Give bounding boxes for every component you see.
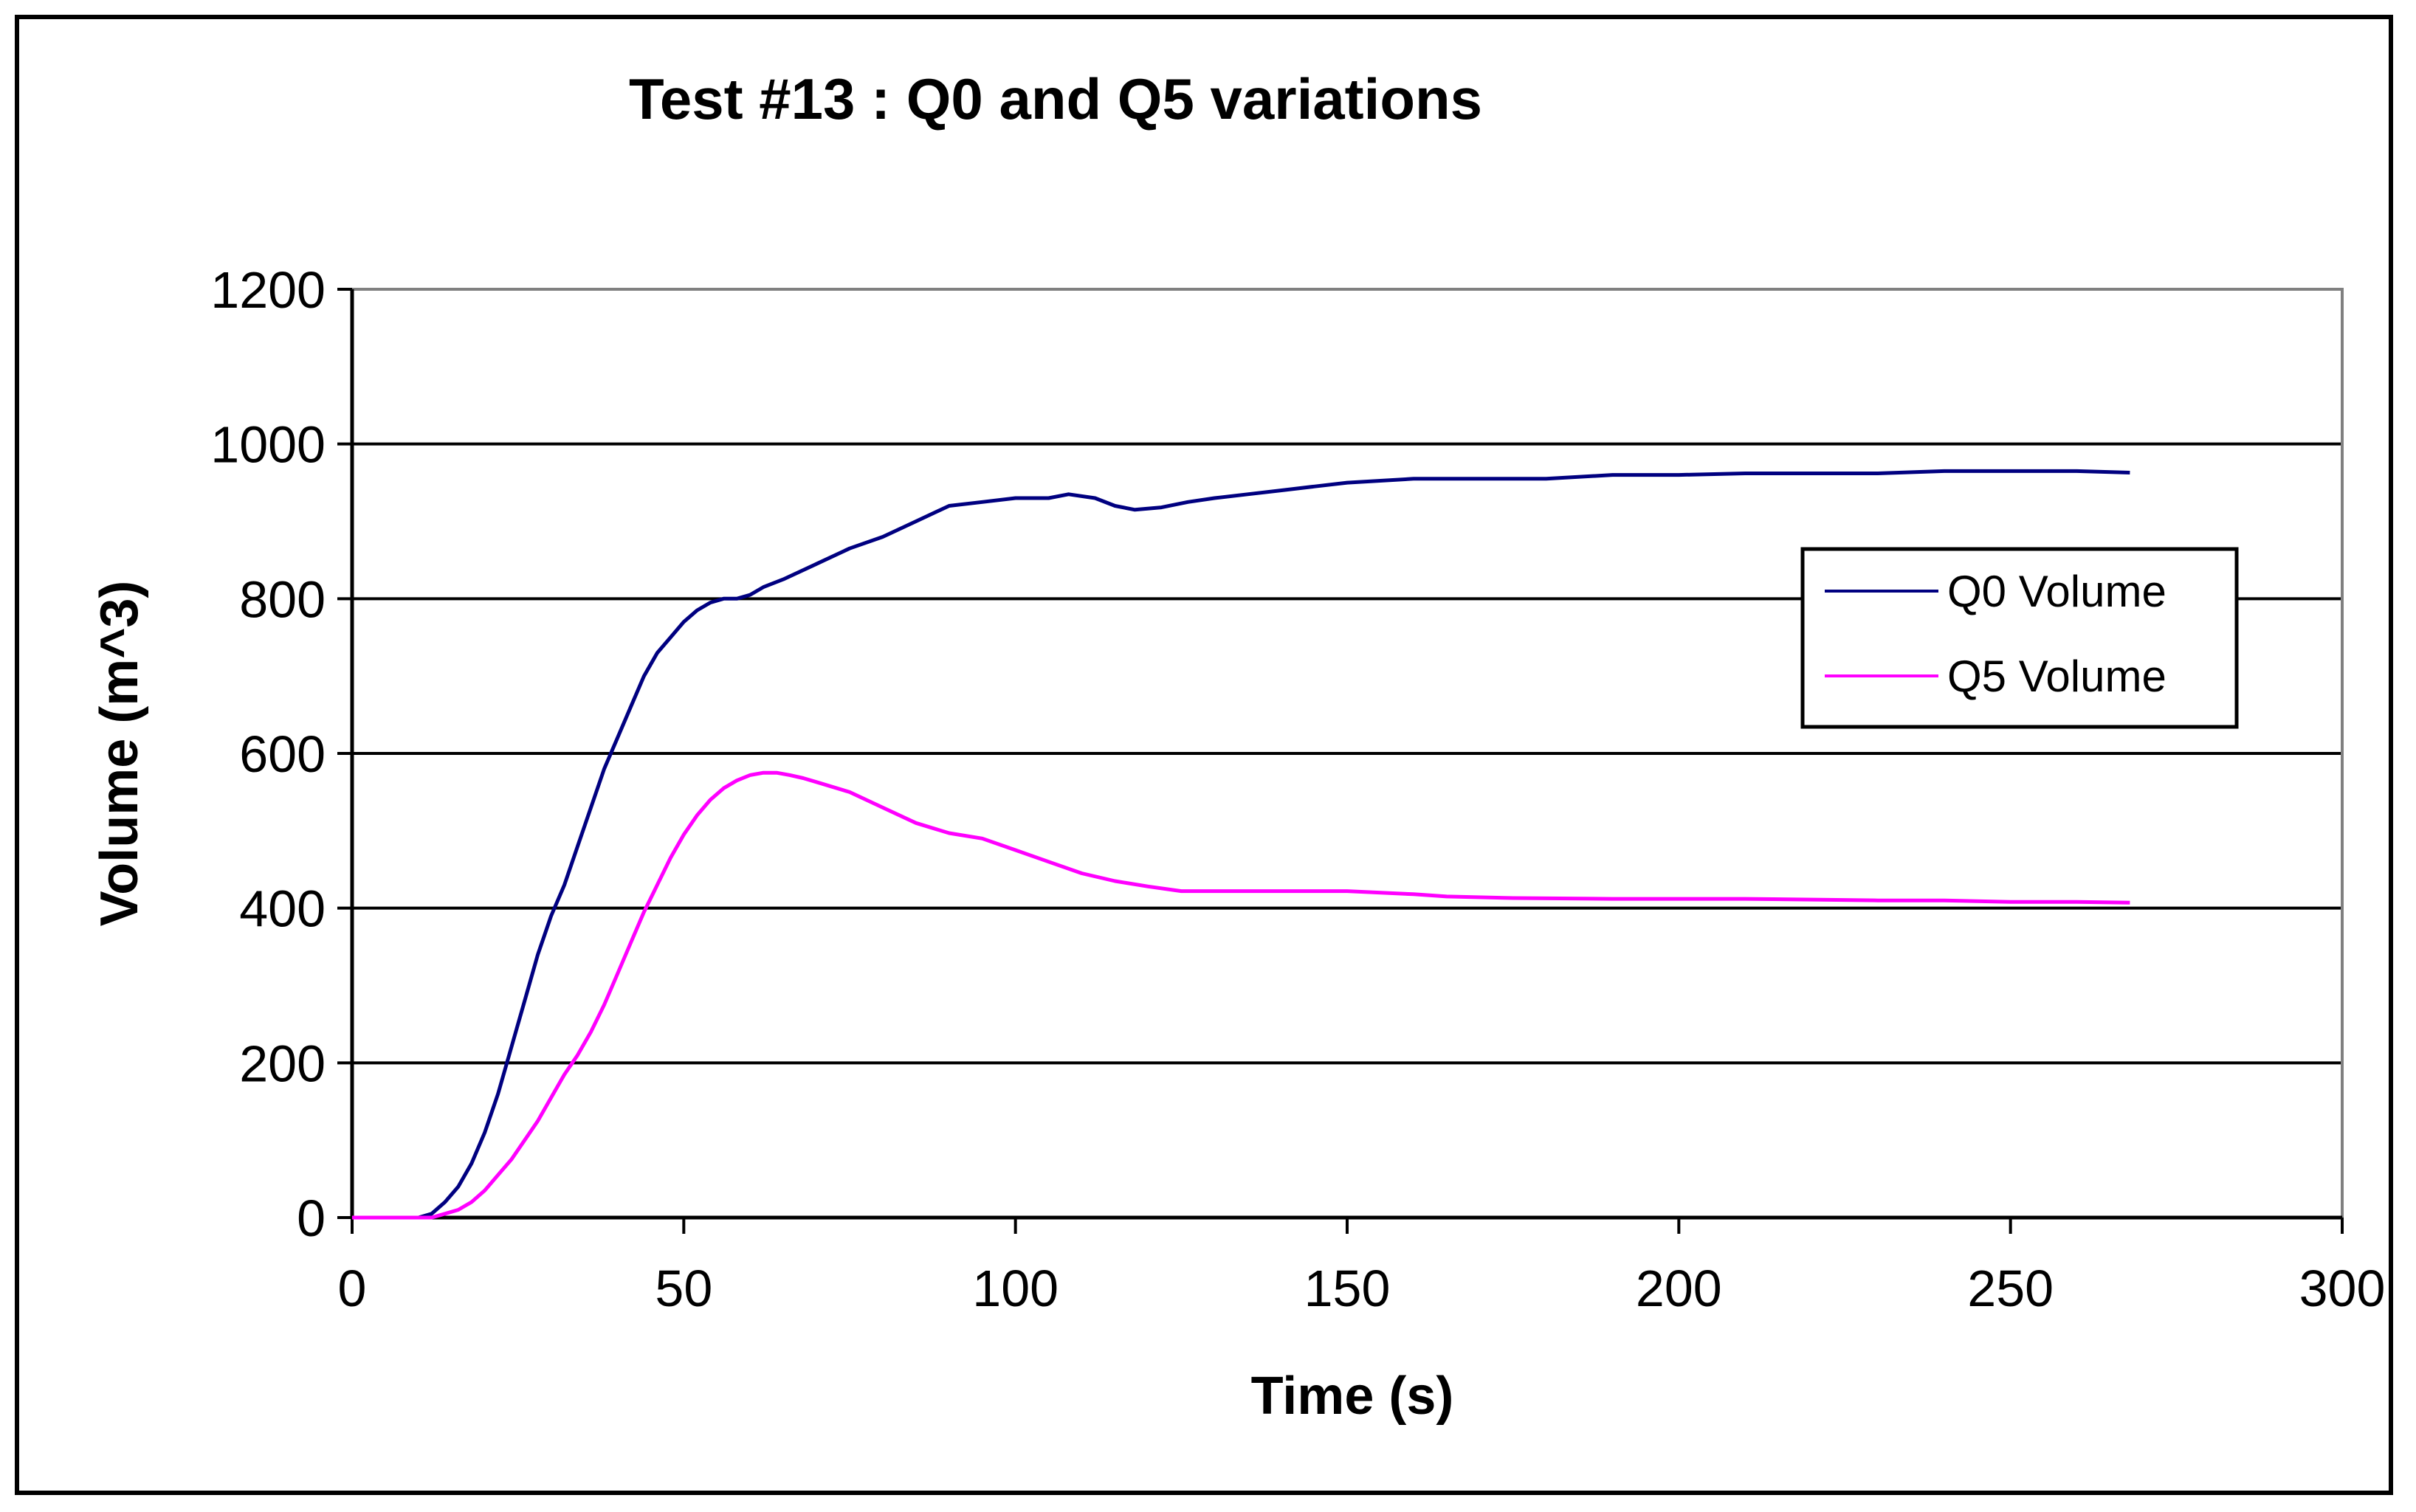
y-tick-label-800: 800 [239,570,326,628]
x-tick-label-300: 300 [2299,1260,2386,1317]
x-tick-label-150: 150 [1304,1260,1391,1317]
legend-label-q0-volume: Q0 Volume [1947,567,2167,616]
chart-frame: Test #13 : Q0 and Q5 variations 0 200 400 6… [15,15,2393,1495]
y-axis-title: Volume (m^3) [90,581,149,927]
chart-title: Test #13 : Q0 and Q5 variations [629,66,1482,131]
x-tick-label-100: 100 [972,1260,1059,1317]
y-tick-label-1200: 1200 [210,261,326,319]
legend: Q0 Volume Q5 Volume [1800,547,2239,729]
series-layer [352,469,2130,1220]
x-tick-label-0: 0 [338,1260,367,1317]
y-tick-label-600: 600 [239,725,326,783]
x-axis-title: Time (s) [1251,1367,1454,1426]
grid-layer [352,442,2342,1065]
axes-layer: 0 200 400 600 800 1000 1200 0 50 100 150 200 250 300 [210,261,2385,1317]
y-tick-label-1000: 1000 [210,416,326,474]
x-tick-label-200: 200 [1636,1260,1722,1317]
legend-box [1800,547,2239,729]
series-line-q0-volume [352,469,2130,1220]
x-tick-label-50: 50 [655,1260,712,1317]
legend-label-q5-volume: Q5 Volume [1947,652,2167,701]
y-tick-label-200: 200 [239,1035,326,1092]
chart-svg: Test #13 : Q0 and Q5 variations 0 200 400 6… [90,66,2385,1426]
y-tick-label-0: 0 [297,1190,326,1247]
x-tick-label-250: 250 [1967,1260,2054,1317]
y-tick-label-400: 400 [239,880,326,938]
series-line-q5-volume [352,770,2130,1220]
